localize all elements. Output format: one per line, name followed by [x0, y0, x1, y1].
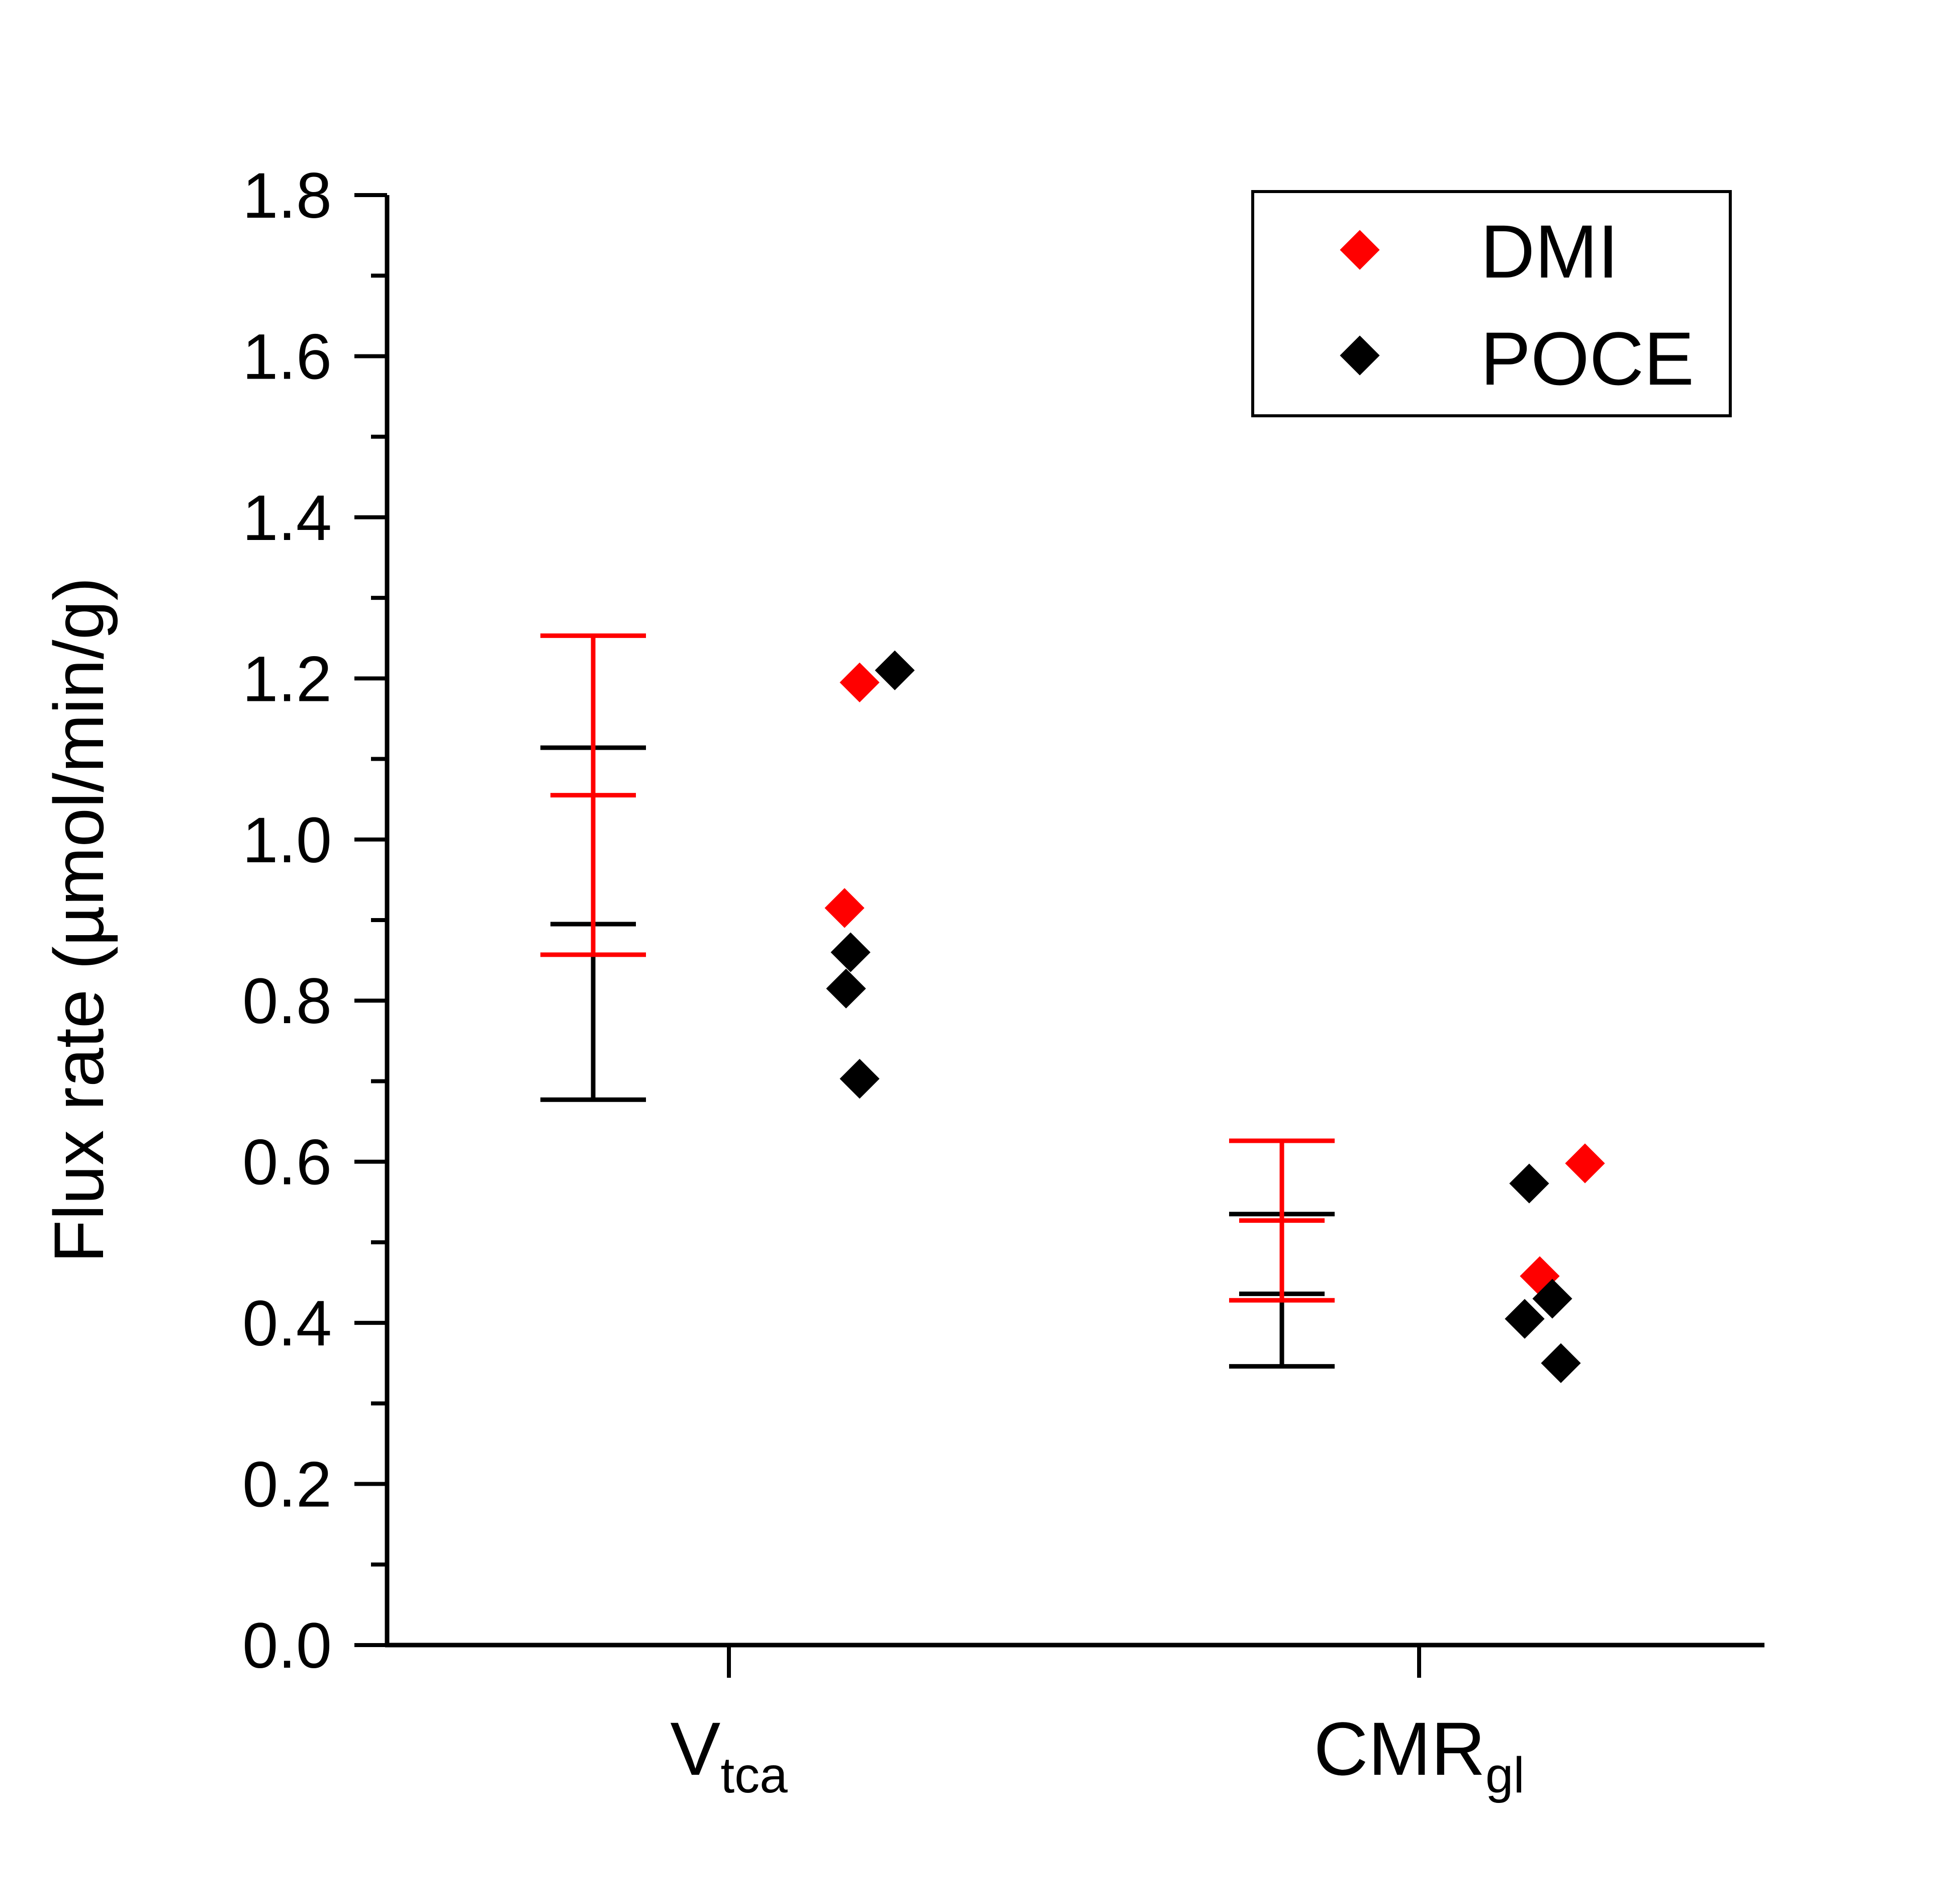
legend: DMI POCE [1251, 190, 1732, 417]
y-tick-label: 0.2 [242, 1449, 332, 1521]
point-poce [826, 968, 866, 1009]
y-tick-label: 0.8 [242, 965, 332, 1037]
y-tick-label: 1.8 [242, 160, 332, 232]
x-category-labels: Vtca CMRgl [670, 1706, 1524, 1803]
y-tick-label: 1.0 [242, 804, 332, 876]
x-ticks [727, 1645, 1421, 1678]
legend-box [1251, 190, 1732, 417]
y-tick-label: 0.4 [242, 1288, 332, 1359]
point-poce [840, 1059, 880, 1099]
point-dmi [824, 888, 865, 928]
y-tick-label: 0.0 [242, 1610, 332, 1682]
category-label-cmrgl: CMRgl [1314, 1706, 1524, 1803]
y-tick-label: 1.6 [242, 321, 332, 393]
error-bar-dmi [1229, 1138, 1335, 1303]
y-ticks: 0.0 0.2 0.4 0.6 0.8 1.0 1.2 1.4 1.6 1.8 [242, 160, 387, 1682]
error-bars [540, 633, 1335, 1369]
y-tick-label: 1.4 [242, 482, 332, 554]
point-dmi [840, 662, 880, 702]
legend-label-dmi: DMI [1480, 209, 1619, 294]
point-poce [1505, 1299, 1545, 1339]
point-poce [1509, 1163, 1549, 1204]
point-poce [875, 650, 915, 690]
y-axis-title: Flux rate (µmol/min/g) [39, 577, 118, 1263]
category-label-main: V [670, 1706, 720, 1791]
y-tick-label: 0.6 [242, 1127, 332, 1199]
error-bar-dmi [540, 633, 646, 957]
data-points [824, 650, 1605, 1383]
category-label-sub: gl [1485, 1747, 1525, 1803]
category-label-sub: tca [720, 1747, 788, 1803]
point-poce [830, 932, 871, 972]
point-dmi [1565, 1143, 1605, 1184]
point-poce [1541, 1343, 1581, 1383]
category-label-main: CMR [1314, 1706, 1485, 1791]
category-label-vtca: Vtca [670, 1706, 788, 1803]
legend-label-poce: POCE [1480, 316, 1694, 401]
y-tick-label: 1.2 [242, 643, 332, 715]
